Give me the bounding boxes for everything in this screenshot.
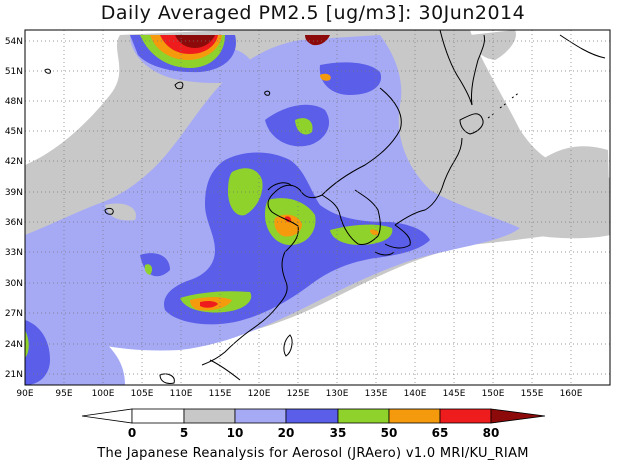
colorbar-label: 10 bbox=[227, 426, 244, 440]
colorbar-max-arrow bbox=[490, 408, 546, 424]
pm25-level-80-plus bbox=[175, 35, 330, 48]
colorbar-label: 20 bbox=[278, 426, 295, 440]
lat-tick: 30N bbox=[5, 279, 23, 289]
lon-tick: 100E bbox=[92, 389, 115, 399]
lon-tick: 90E bbox=[16, 389, 33, 399]
colorbar-swatch bbox=[131, 408, 185, 424]
lat-tick: 48N bbox=[5, 97, 23, 107]
lon-tick: 115E bbox=[209, 389, 232, 399]
colorbar-label: 80 bbox=[483, 426, 500, 440]
lat-tick: 27N bbox=[5, 309, 23, 319]
lon-tick: 140E bbox=[404, 389, 427, 399]
lon-tick: 155E bbox=[521, 389, 544, 399]
lat-tick: 45N bbox=[5, 127, 23, 137]
map-frame bbox=[24, 29, 611, 386]
colorbar-swatch bbox=[388, 408, 441, 424]
lat-tick: 39N bbox=[5, 188, 23, 198]
lon-tick: 130E bbox=[326, 389, 349, 399]
lon-tick: 160E bbox=[560, 389, 583, 399]
lat-tick: 51N bbox=[5, 67, 23, 77]
lat-tick: 42N bbox=[5, 157, 23, 167]
lon-tick: 125E bbox=[287, 389, 310, 399]
colorbar-min-arrow bbox=[81, 408, 133, 424]
colorbar-label: 65 bbox=[432, 426, 449, 440]
lon-tick: 105E bbox=[131, 389, 154, 399]
coastlines bbox=[44, 30, 606, 384]
colorbar-swatch bbox=[337, 408, 390, 424]
colorbar-label: 50 bbox=[381, 426, 398, 440]
lon-tick: 110E bbox=[170, 389, 193, 399]
lon-tick: 120E bbox=[248, 389, 271, 399]
lat-tick: 21N bbox=[5, 370, 23, 380]
lat-tick: 33N bbox=[5, 248, 23, 258]
colorbar-label: 5 bbox=[180, 426, 188, 440]
colorbar-label: 0 bbox=[128, 426, 136, 440]
colorbar bbox=[81, 408, 546, 424]
lon-axis: 90E 95E 100E 105E 110E 115E 120E 125E 13… bbox=[16, 389, 582, 399]
colorbar-swatch bbox=[285, 408, 339, 424]
lon-tick: 95E bbox=[55, 389, 72, 399]
lat-axis: 54N 51N 48N 45N 42N 39N 36N 33N 30N 27N … bbox=[5, 37, 23, 380]
colorbar-swatch bbox=[234, 408, 287, 424]
lat-tick: 24N bbox=[5, 340, 23, 350]
colorbar-swatch bbox=[439, 408, 492, 424]
lon-tick: 150E bbox=[482, 389, 505, 399]
colorbar-label: 35 bbox=[330, 426, 347, 440]
graticule bbox=[25, 30, 610, 385]
lon-tick: 135E bbox=[365, 389, 388, 399]
colorbar-swatch bbox=[183, 408, 236, 424]
lon-tick: 145E bbox=[443, 389, 466, 399]
footer-credit: The Japanese Reanalysis for Aerosol (JRA… bbox=[97, 446, 529, 461]
lat-tick: 36N bbox=[5, 218, 23, 228]
colorbar-labels: 0 5 10 20 35 50 65 80 bbox=[128, 426, 500, 440]
map-title: Daily Averaged PM2.5 [ug/m3]: 30Jun2014 bbox=[100, 2, 526, 24]
lat-tick: 54N bbox=[5, 37, 23, 47]
